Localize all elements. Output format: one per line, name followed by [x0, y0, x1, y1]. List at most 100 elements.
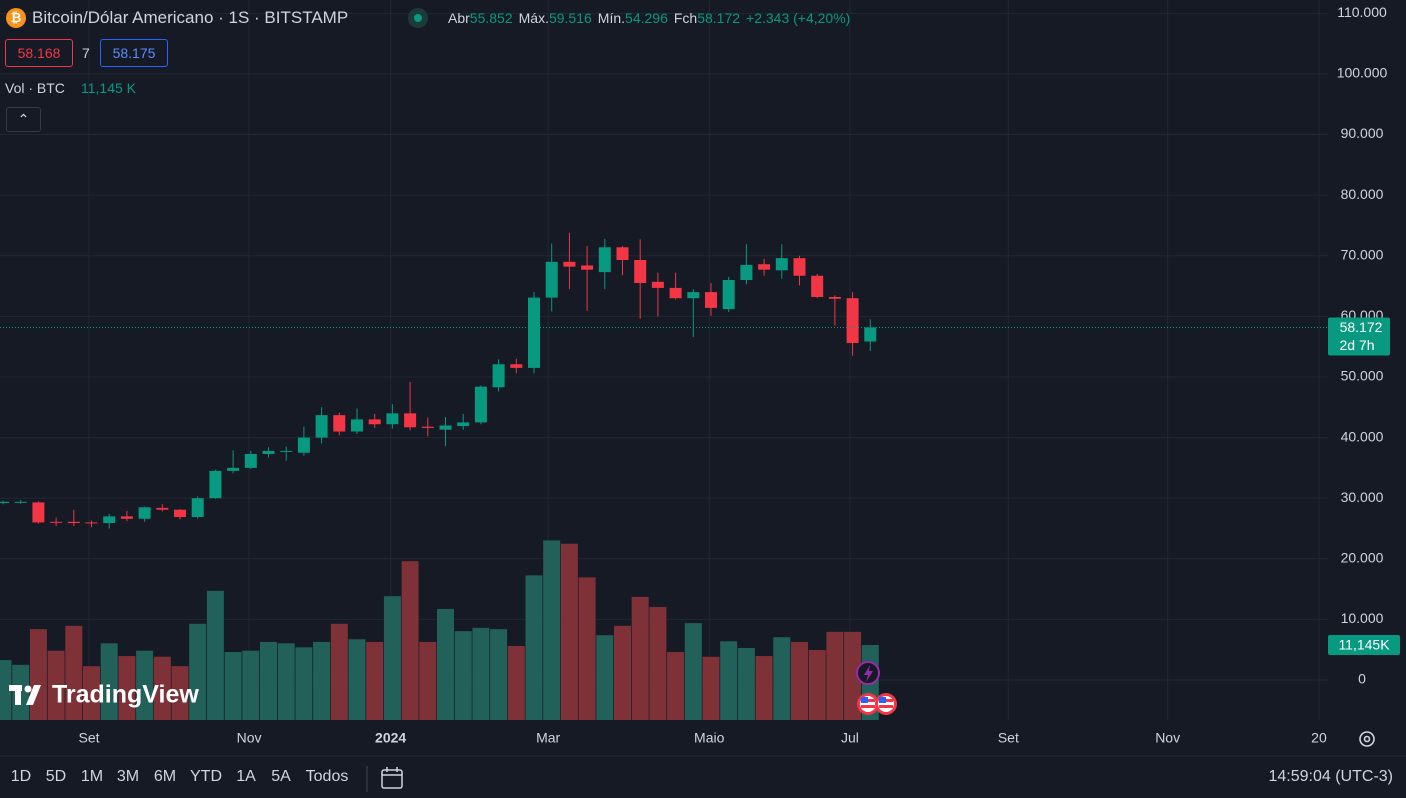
volume-bar: [0, 660, 12, 720]
candle-body: [598, 247, 611, 273]
ohlc-change: +2.343 (+4,20%): [746, 10, 851, 26]
volume-bar: [702, 656, 720, 720]
candle-body: [351, 419, 364, 432]
range-button[interactable]: YTD: [190, 768, 222, 785]
candle-body: [828, 296, 841, 299]
volume-bar: [313, 641, 331, 720]
x-tick-label: Set: [998, 730, 1019, 746]
last-volume-label: 11,145K: [1338, 637, 1390, 653]
y-tick-label: 80.000: [1341, 186, 1384, 202]
candle-body: [120, 516, 133, 519]
coin-icon: ₿: [6, 8, 26, 28]
candle-body: [138, 507, 151, 519]
ask-price[interactable]: 58.175: [100, 39, 168, 67]
range-button[interactable]: 3M: [116, 768, 140, 785]
range-button[interactable]: 1M: [80, 768, 104, 785]
y-tick-label: 70.000: [1341, 246, 1384, 262]
ohlc-value: 55.852: [469, 10, 513, 26]
candle-body: [227, 467, 240, 471]
volume-bar: [667, 652, 685, 720]
x-tick-label: Mar: [536, 730, 560, 746]
calendar-icon[interactable]: [381, 767, 403, 789]
volume-bar: [578, 577, 596, 720]
candle-body: [333, 415, 346, 432]
candle-body: [386, 413, 399, 425]
last-price-box: [1328, 317, 1390, 356]
volume-bar: [330, 623, 348, 720]
x-tick-label: Nov: [237, 730, 262, 746]
volume-label: Vol · BTC: [5, 80, 65, 96]
candle-body: [651, 281, 664, 288]
ohlc-label: Mín.: [597, 10, 626, 26]
volume-bar: [755, 656, 773, 720]
volume-bar: [383, 596, 401, 720]
volume-pane: [0, 540, 879, 720]
status-icon: [408, 8, 428, 28]
bid-price[interactable]: 58.168: [5, 39, 73, 67]
range-button[interactable]: 6M: [153, 768, 177, 785]
volume-bar: [507, 645, 525, 720]
volume-bar: [543, 540, 561, 720]
x-tick-label: Set: [79, 730, 100, 746]
volume-bar: [295, 647, 313, 720]
volume-bar: [189, 623, 207, 720]
volume-bar: [631, 596, 649, 720]
range-button[interactable]: Todos: [305, 768, 349, 785]
candle-body: [864, 327, 877, 342]
collapse-button[interactable]: ⌃: [6, 107, 41, 132]
candle-body: [315, 415, 328, 438]
range-button[interactable]: 5D: [45, 768, 67, 785]
candle-body: [368, 419, 381, 425]
volume-bar: [100, 643, 118, 720]
watermark-logo: [9, 685, 41, 705]
volume-bar: [684, 623, 702, 720]
range-button[interactable]: 1D: [10, 768, 32, 785]
countdown: 2d 7h: [1339, 337, 1374, 353]
last-price-label: 58.172: [1340, 319, 1383, 335]
candle-body: [209, 470, 222, 499]
volume-bar: [242, 650, 260, 720]
volume-bar: [65, 625, 83, 720]
spread: 7: [82, 45, 90, 61]
volume-bar: [525, 575, 543, 720]
volume-bar: [472, 627, 490, 720]
candle-body: [527, 297, 540, 368]
x-tick-label: 2024: [375, 730, 406, 746]
volume-bar: [596, 635, 614, 720]
x-tick-label: Nov: [1155, 730, 1180, 746]
range-button[interactable]: 1A: [236, 768, 256, 785]
y-tick-label: 90.000: [1341, 125, 1384, 141]
volume-bar: [808, 650, 826, 720]
volume-bar: [136, 650, 154, 720]
volume-bar: [844, 631, 862, 720]
candle-body: [14, 501, 27, 503]
candles: [0, 232, 1328, 529]
candle-body: [262, 450, 275, 454]
candle-body: [156, 507, 169, 510]
candle-body: [492, 364, 505, 388]
y-tick-label: 0: [1358, 671, 1366, 687]
settings-icon[interactable]: [1359, 731, 1375, 747]
ohlc-value: 59.516: [548, 10, 592, 26]
candle-body: [510, 364, 523, 368]
range-button[interactable]: 5A: [271, 768, 291, 785]
candle-body: [191, 498, 204, 517]
volume-bar: [206, 590, 224, 720]
candle-body: [793, 258, 806, 276]
volume-bar: [153, 656, 171, 720]
candle-body: [687, 292, 700, 299]
volume-bar: [436, 608, 454, 720]
candle-body: [439, 425, 452, 430]
volume-bar: [118, 656, 136, 720]
volume-bar: [490, 629, 508, 720]
volume-value: 11,145 K: [81, 80, 137, 96]
candle-body: [50, 521, 63, 523]
volume-bar: [224, 652, 242, 720]
volume-bar: [29, 629, 47, 720]
y-tick-label: 100.000: [1337, 65, 1388, 81]
ohlc-label: Máx.: [518, 10, 549, 26]
x-tick-label: 20: [1311, 730, 1327, 746]
volume-bar: [737, 648, 755, 720]
symbol-title[interactable]: Bitcoin/Dólar Americano · 1S · BITSTAMP: [32, 8, 349, 27]
